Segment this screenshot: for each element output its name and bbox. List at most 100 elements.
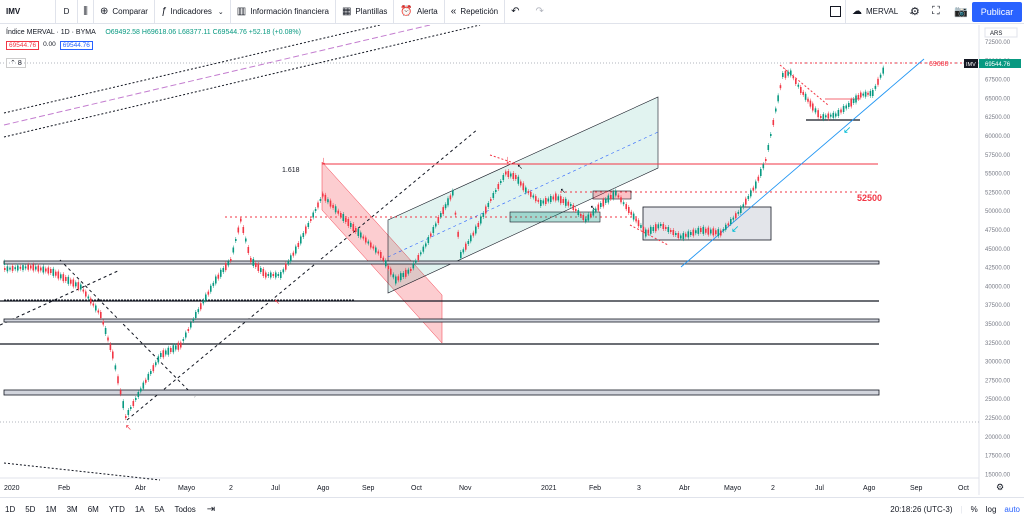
bid-price[interactable]: 69544.76 <box>6 41 40 50</box>
candle-body <box>150 371 152 374</box>
replay-button[interactable]: « Repetición <box>445 0 506 24</box>
candle-body <box>145 379 147 383</box>
interval-label: D <box>63 7 70 16</box>
ask-price[interactable]: 69544.76 <box>59 41 93 50</box>
candle-body <box>247 247 250 253</box>
candle-body <box>707 227 710 235</box>
compare-symbol-selector[interactable]: ☁ MERVAL ⌄ <box>845 0 920 24</box>
candle-body <box>285 263 287 270</box>
candle-body <box>802 91 804 95</box>
log-toggle[interactable]: log <box>985 505 997 514</box>
compare-button[interactable]: ⊕ Comparar <box>94 0 155 24</box>
range-button-5a[interactable]: 5A <box>154 504 165 514</box>
undo-button[interactable]: ↶ <box>505 0 529 24</box>
collapse-chevron-icon: ⌃ <box>10 60 18 67</box>
price-tick-label: 35000.00 <box>985 322 1011 328</box>
interval-button[interactable]: D <box>56 0 78 24</box>
candle-style-button[interactable]: ⫼ <box>78 0 94 24</box>
redo-icon: ↷ <box>535 6 544 17</box>
candle-body <box>340 213 342 217</box>
candle-body <box>540 200 542 206</box>
candle-body <box>75 282 77 287</box>
currency-selector[interactable] <box>984 27 1018 38</box>
candle-body <box>437 217 440 223</box>
range-button-ytd[interactable]: YTD <box>108 504 125 514</box>
candle-body <box>682 233 685 240</box>
candle-body <box>462 249 465 253</box>
candle-body <box>825 115 827 118</box>
candle-body <box>722 229 725 232</box>
percent-toggle[interactable]: % <box>970 505 978 514</box>
candle-body <box>779 85 782 89</box>
candle-body <box>329 200 332 207</box>
range-button-todos[interactable]: Todos <box>174 504 196 514</box>
fullscreen-icon[interactable]: ⛶ <box>932 5 940 17</box>
collapse-count: 8 <box>17 60 22 67</box>
range-button-1a[interactable]: 1A <box>134 504 145 514</box>
candle-body <box>92 303 95 306</box>
sell-arrow-icon: ↓ <box>321 155 327 167</box>
candle-body <box>547 198 550 202</box>
templates-button[interactable]: ▦ Plantillas <box>336 0 395 24</box>
candle-body <box>119 390 122 395</box>
candle-body <box>760 169 762 176</box>
candle-body <box>710 229 712 234</box>
range-button-1m[interactable]: 1M <box>45 504 57 514</box>
candle-body <box>757 176 760 181</box>
candle-body <box>542 200 545 204</box>
price-tick-label: 27500.00 <box>985 378 1011 384</box>
clock-time[interactable]: 20:18:26 (UTC-3) <box>890 505 953 514</box>
time-axis[interactable]: 2020 Feb Abr Mayo 2 Jul Ago Sep Oct Nov 2021 Feb 3 Ab… <box>4 485 969 492</box>
indicators-button[interactable]: ƒ Indicadores ⌄ <box>155 0 231 24</box>
date-range-calendar-icon[interactable]: ⇥ <box>206 503 216 515</box>
candle-body <box>777 95 779 102</box>
level-mid-label: 52500 <box>857 193 882 203</box>
candle-body <box>537 199 540 202</box>
candle-body <box>24 266 27 269</box>
indicators-collapse-button[interactable]: ⌃ 8 <box>6 58 26 68</box>
candle-body <box>390 268 392 275</box>
candle-body <box>612 191 615 199</box>
chart-settings-gear-icon[interactable]: ⚙ <box>996 482 1004 492</box>
left-diagonal-1 <box>0 269 121 326</box>
candle-body <box>672 230 675 235</box>
settings-gear-icon[interactable]: ⚙ <box>910 6 920 18</box>
candle-body <box>215 276 217 284</box>
price-chart[interactable]: ↓ ↓ ↓ ↖ ↖ ↖ ↖ ↖ ↙ ↙ 1.618 69688 52500 72… <box>0 24 1024 495</box>
symbol-search[interactable]: IMV <box>0 0 56 24</box>
candle-body <box>415 260 417 263</box>
templates-icon: ▦ <box>341 6 352 17</box>
range-button-6m[interactable]: 6M <box>87 504 99 514</box>
red-zone <box>592 190 632 200</box>
candle-body <box>742 204 745 208</box>
chart-area[interactable]: ↓ ↓ ↓ ↖ ↖ ↖ ↖ ↖ ↙ ↙ 1.618 69688 52500 72… <box>0 24 1024 495</box>
candle-body <box>397 276 400 281</box>
candle-body <box>160 353 162 357</box>
price-tick-label: 67500.00 <box>985 78 1011 84</box>
time-tick-label: Mayo <box>724 485 741 492</box>
auto-toggle[interactable]: auto <box>1004 505 1020 514</box>
candle-body <box>137 392 140 397</box>
range-button-3m[interactable]: 3M <box>66 504 78 514</box>
financials-button[interactable]: ▥ Información financiera <box>231 0 336 24</box>
time-tick-label: Feb <box>58 485 70 492</box>
candle-body <box>317 202 319 208</box>
red-dashed-peak <box>489 154 521 166</box>
candle-body <box>395 276 397 284</box>
candle-body <box>822 114 825 120</box>
candle-body <box>592 209 595 216</box>
candle-body <box>420 252 422 255</box>
camera-icon[interactable]: 📷 <box>954 6 968 18</box>
publish-button[interactable]: Publicar <box>972 2 1022 22</box>
alert-button[interactable]: ⏰ Alerta <box>394 0 445 24</box>
range-button-1d[interactable]: 1D <box>5 504 16 514</box>
candle-body <box>630 211 633 215</box>
redo-button[interactable]: ↷ <box>530 0 554 24</box>
range-button-5d[interactable]: 5D <box>25 504 36 514</box>
fullscreen-layout-button[interactable] <box>830 6 841 17</box>
candle-body <box>727 223 730 226</box>
candle-body <box>552 196 555 200</box>
candle-body <box>195 312 197 318</box>
candle-body <box>747 196 750 199</box>
candle-body <box>402 273 405 277</box>
